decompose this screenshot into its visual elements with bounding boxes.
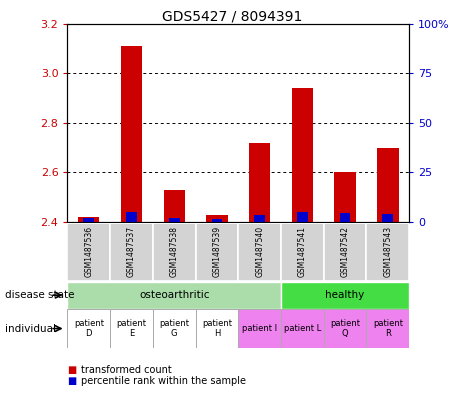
Text: GSM1487543: GSM1487543 — [383, 226, 392, 277]
Text: transformed count: transformed count — [81, 365, 172, 375]
Bar — [281, 223, 324, 281]
Text: patient
R: patient R — [373, 319, 403, 338]
Text: GSM1487542: GSM1487542 — [341, 226, 350, 277]
Bar — [126, 212, 137, 222]
Bar — [324, 309, 366, 348]
Text: GSM1487536: GSM1487536 — [84, 226, 93, 277]
Bar — [83, 218, 94, 222]
Bar — [324, 223, 366, 281]
Text: patient
H: patient H — [202, 319, 232, 338]
Bar — [110, 309, 153, 348]
Bar — [196, 309, 238, 348]
Bar — [238, 223, 281, 281]
Bar — [196, 223, 238, 281]
Text: osteoarthritic: osteoarthritic — [139, 290, 209, 300]
Bar — [281, 309, 324, 348]
Text: patient L: patient L — [284, 324, 321, 333]
Bar — [383, 214, 393, 222]
Bar — [249, 143, 270, 222]
Text: GSM1487537: GSM1487537 — [127, 226, 136, 277]
Text: GSM1487540: GSM1487540 — [255, 226, 264, 277]
Text: percentile rank within the sample: percentile rank within the sample — [81, 376, 246, 386]
Bar — [334, 173, 356, 222]
Bar — [121, 46, 142, 222]
Bar — [254, 215, 265, 222]
Text: patient
E: patient E — [117, 319, 146, 338]
Text: GSM1487538: GSM1487538 — [170, 226, 179, 277]
Text: patient I: patient I — [242, 324, 277, 333]
Bar — [153, 309, 196, 348]
Bar — [206, 215, 228, 222]
Bar — [67, 282, 281, 309]
Bar — [366, 309, 409, 348]
Bar — [281, 282, 409, 309]
Text: GDS5427 / 8094391: GDS5427 / 8094391 — [162, 10, 303, 24]
Bar — [153, 223, 196, 281]
Text: ■: ■ — [67, 376, 77, 386]
Bar — [67, 223, 110, 281]
Bar — [67, 309, 110, 348]
Text: individual: individual — [5, 323, 56, 334]
Bar — [377, 148, 399, 222]
Text: disease state: disease state — [5, 290, 74, 300]
Text: patient
G: patient G — [159, 319, 189, 338]
Text: patient
Q: patient Q — [330, 319, 360, 338]
Bar — [164, 190, 185, 222]
Text: GSM1487541: GSM1487541 — [298, 226, 307, 277]
Text: patient
D: patient D — [74, 319, 104, 338]
Bar — [292, 88, 313, 222]
Bar — [238, 309, 281, 348]
Bar — [340, 213, 351, 222]
Bar — [297, 212, 308, 222]
Text: ■: ■ — [67, 365, 77, 375]
Text: GSM1487539: GSM1487539 — [213, 226, 221, 277]
Bar — [366, 223, 409, 281]
Text: healthy: healthy — [326, 290, 365, 300]
Bar — [110, 223, 153, 281]
Bar — [212, 219, 222, 222]
Bar — [78, 217, 100, 222]
Bar — [169, 218, 179, 222]
